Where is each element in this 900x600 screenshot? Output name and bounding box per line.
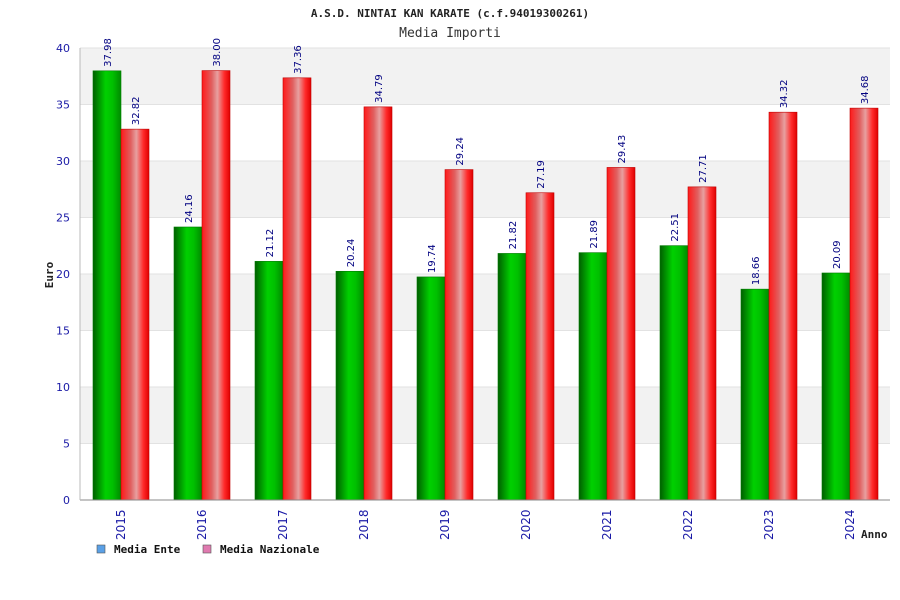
data-labels: 37.98 32.82 24.16 38.00 21.12 37.36 20.24 34.79…: [103, 38, 871, 285]
bar-media-nazionale-2017: [282, 77, 312, 501]
data-label-media-nazionale-2017: 37.36: [293, 45, 304, 74]
legend-swatch-media-ente: [96, 544, 106, 554]
y-tick-label: 0: [63, 494, 70, 507]
data-label-media-ente-2023: 18.66: [751, 257, 762, 286]
x-tick-label: 2015: [114, 509, 128, 540]
bars: [92, 70, 879, 501]
data-label-media-ente-2022: 22.51: [670, 213, 681, 242]
x-tick-label: 2018: [357, 509, 371, 540]
bar-media-ente-2021: [578, 252, 608, 501]
bar-media-ente-2022: [659, 245, 689, 501]
grid-band: [80, 161, 890, 218]
data-label-media-nazionale-2023: 34.32: [779, 80, 790, 109]
bar-media-nazionale-2022: [687, 186, 717, 501]
legend: Media Ente Media Nazionale: [96, 543, 320, 556]
chart-subtitle: Media Importi: [399, 26, 501, 41]
bar-media-nazionale-2021: [606, 167, 636, 501]
data-label-media-nazionale-2019: 29.24: [455, 137, 466, 166]
data-label-media-nazionale-2021: 29.43: [617, 135, 628, 164]
y-axis-label: Euro: [43, 261, 56, 288]
bar-media-ente-2024: [821, 272, 851, 501]
bar-media-nazionale-2020: [525, 192, 555, 501]
x-tick-label: 2019: [438, 509, 452, 540]
bar-media-ente-2015: [92, 70, 122, 501]
legend-swatch-media-nazionale: [202, 544, 212, 554]
y-tick-label: 25: [56, 212, 70, 225]
x-tick-label: 2023: [762, 509, 776, 540]
y-tick-label: 5: [63, 438, 70, 451]
bar-media-ente-2023: [740, 288, 770, 501]
bar-media-nazionale-2023: [768, 111, 798, 501]
bar-media-nazionale-2024: [849, 107, 879, 501]
data-label-media-nazionale-2015: 32.82: [131, 96, 142, 125]
x-tick-label: 2024: [843, 509, 857, 540]
bar-media-ente-2017: [254, 261, 284, 501]
x-tick-label: 2022: [681, 509, 695, 540]
data-label-media-ente-2016: 24.16: [184, 194, 195, 223]
y-tick-label: 20: [56, 268, 70, 281]
bar-media-ente-2018: [335, 270, 365, 501]
x-axis-label: Anno: [861, 528, 888, 541]
y-axis-ticks: 0 5 10 15 20 25 30 35 40: [56, 42, 70, 507]
y-tick-label: 40: [56, 42, 70, 55]
data-label-media-nazionale-2018: 34.79: [374, 74, 385, 103]
bar-media-nazionale-2018: [363, 106, 393, 501]
data-label-media-nazionale-2022: 27.71: [698, 154, 709, 183]
bar-media-ente-2019: [416, 276, 446, 501]
x-tick-label: 2016: [195, 509, 209, 540]
x-tick-label: 2017: [276, 509, 290, 540]
data-label-media-nazionale-2024: 34.68: [860, 75, 871, 104]
legend-label-media-ente: Media Ente: [114, 543, 181, 556]
data-label-media-ente-2021: 21.89: [589, 220, 600, 249]
data-label-media-ente-2017: 21.12: [265, 229, 276, 258]
data-label-media-ente-2018: 20.24: [346, 239, 357, 268]
bar-media-nazionale-2019: [444, 169, 474, 501]
y-tick-label: 10: [56, 381, 70, 394]
chart-title: A.S.D. NINTAI KAN KARATE (c.f.9401930026…: [311, 7, 589, 20]
data-label-media-ente-2015: 37.98: [103, 38, 114, 67]
data-label-media-nazionale-2016: 38.00: [212, 38, 223, 67]
bar-media-ente-2016: [173, 226, 203, 501]
y-tick-label: 15: [56, 325, 70, 338]
bar-media-nazionale-2016: [201, 70, 231, 501]
x-axis-ticks: 2015 2016 2017 2018 2019 2020 2021 2022 2023 2024: [114, 509, 857, 540]
legend-label-media-nazionale: Media Nazionale: [220, 543, 320, 556]
y-tick-label: 35: [56, 99, 70, 112]
bar-media-ente-2020: [497, 253, 527, 501]
data-label-media-ente-2019: 19.74: [427, 244, 438, 273]
x-tick-label: 2021: [600, 509, 614, 540]
grid-band: [80, 48, 890, 105]
y-tick-label: 30: [56, 155, 70, 168]
x-tick-label: 2020: [519, 509, 533, 540]
data-label-media-nazionale-2020: 27.19: [536, 160, 547, 189]
data-label-media-ente-2020: 21.82: [508, 221, 519, 250]
bar-media-nazionale-2015: [120, 128, 150, 501]
data-label-media-ente-2024: 20.09: [832, 240, 843, 269]
